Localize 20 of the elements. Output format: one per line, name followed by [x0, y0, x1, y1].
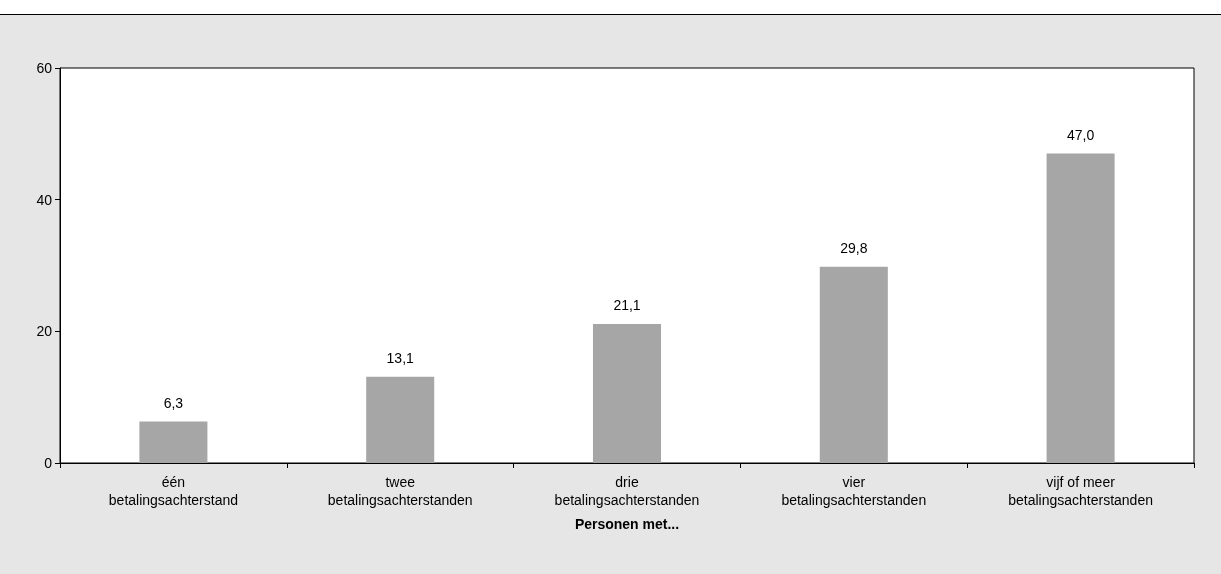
y-tick-label: 20	[36, 323, 53, 340]
bar	[1046, 153, 1115, 463]
data-label: 21,1	[613, 297, 641, 314]
x-axis-title: Personen met...	[574, 516, 680, 532]
data-label: 13,1	[386, 349, 415, 366]
bar	[366, 376, 435, 463]
y-tick-label: 0	[44, 455, 53, 471]
data-label: 47,0	[1066, 126, 1095, 143]
x-tick-label: drie betalingsachterstanden	[554, 474, 700, 508]
y-tick-label: 60	[36, 60, 53, 76]
y-tick-label: 40	[36, 191, 53, 208]
x-tick-label: één betalingsachterstand	[108, 474, 238, 508]
x-tick-label: twee betalingsachterstanden	[327, 474, 473, 508]
bar	[592, 324, 662, 463]
x-tick-label: vier betalingsachterstanden	[781, 474, 927, 508]
bar	[819, 266, 888, 463]
data-label: 29,8	[840, 239, 868, 256]
bar	[139, 421, 208, 463]
x-tick-label: vijf of meer betalingsachterstanden	[1008, 474, 1153, 508]
data-label: 6,3	[163, 394, 184, 411]
